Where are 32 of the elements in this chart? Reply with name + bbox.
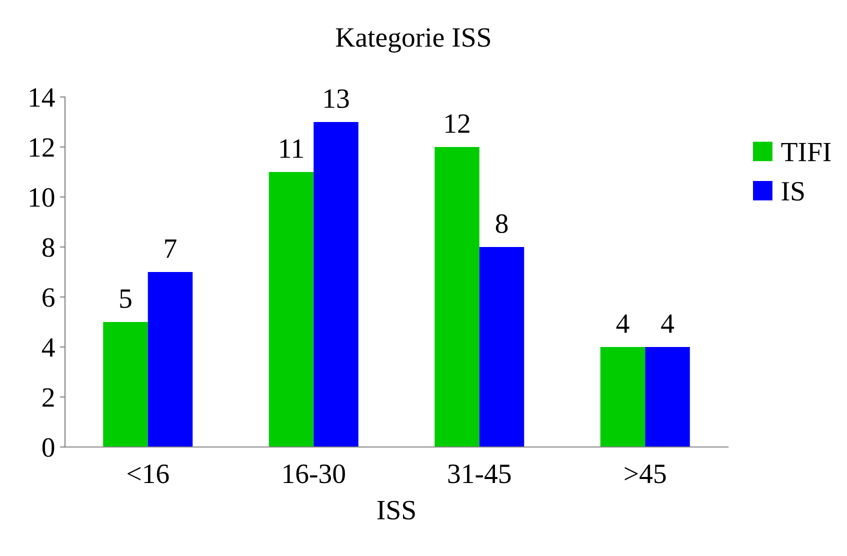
data-label: 12 xyxy=(446,114,470,133)
data-label: 11 xyxy=(280,139,303,158)
bar xyxy=(434,147,480,447)
x-tick-label: >45 xyxy=(624,464,666,484)
y-tick-label: 2 xyxy=(42,388,54,407)
bar xyxy=(103,322,148,447)
x-tick-label: <16 xyxy=(128,464,169,484)
legend-label: TIFI xyxy=(781,142,831,162)
y-tick-label: 10 xyxy=(30,188,54,207)
x-tick-label: 31-45 xyxy=(448,464,511,484)
x-tick-label: 16-30 xyxy=(284,464,345,484)
data-label: 4 xyxy=(661,314,674,333)
bar xyxy=(148,272,193,447)
chart-title: Kategorie ISS xyxy=(336,28,490,53)
data-label: 7 xyxy=(165,240,176,258)
x-axis-title: ISS xyxy=(377,500,415,520)
y-tick-label: 0 xyxy=(42,438,54,457)
data-label: 5 xyxy=(120,290,132,308)
data-label: 8 xyxy=(496,214,508,234)
y-tick-label: 8 xyxy=(42,238,54,257)
y-tick-label: 14 xyxy=(30,88,55,107)
data-label: 13 xyxy=(324,89,349,108)
bar xyxy=(268,172,314,447)
y-tick-label: 4 xyxy=(42,338,55,357)
y-tick-label: 12 xyxy=(30,138,54,157)
bar xyxy=(600,347,646,447)
bar xyxy=(645,347,690,447)
bar xyxy=(479,247,524,447)
legend-label: IS xyxy=(782,182,804,201)
bar xyxy=(314,122,358,447)
y-tick-label: 6 xyxy=(42,288,54,307)
data-label: 4 xyxy=(616,314,630,333)
